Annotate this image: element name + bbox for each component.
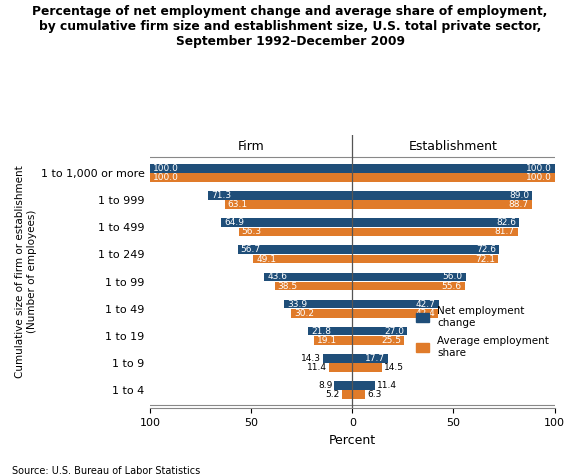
Text: 33.9: 33.9 xyxy=(287,299,307,308)
Text: 11.4: 11.4 xyxy=(378,381,397,390)
Bar xyxy=(352,390,365,399)
Bar xyxy=(324,354,352,363)
Text: 81.7: 81.7 xyxy=(494,228,514,237)
Bar xyxy=(352,309,438,317)
Bar xyxy=(284,300,352,308)
Bar xyxy=(352,173,554,182)
Text: 56.0: 56.0 xyxy=(443,272,462,281)
Text: 38.5: 38.5 xyxy=(278,282,298,291)
Text: 17.7: 17.7 xyxy=(365,354,385,363)
Text: 11.4: 11.4 xyxy=(307,363,327,372)
Text: 63.1: 63.1 xyxy=(228,200,248,209)
Text: 100.0: 100.0 xyxy=(153,164,179,173)
Bar xyxy=(352,327,407,336)
Bar xyxy=(352,273,466,281)
Bar xyxy=(352,282,465,290)
Bar xyxy=(352,200,532,209)
Bar xyxy=(352,246,499,254)
Legend: Net employment
change, Average employment
share: Net employment change, Average employmen… xyxy=(412,302,553,362)
Text: 89.0: 89.0 xyxy=(509,191,529,200)
Bar xyxy=(329,363,352,372)
Bar xyxy=(352,300,438,308)
Bar xyxy=(309,327,352,336)
Bar xyxy=(352,336,404,345)
Bar xyxy=(352,218,519,227)
Text: 55.6: 55.6 xyxy=(441,282,462,291)
Text: 72.6: 72.6 xyxy=(476,245,496,254)
Bar xyxy=(352,228,517,236)
Bar xyxy=(314,336,352,345)
Bar xyxy=(274,282,352,290)
Text: 56.3: 56.3 xyxy=(241,228,262,237)
Text: 100.0: 100.0 xyxy=(525,173,552,182)
Bar xyxy=(352,363,382,372)
Text: 82.6: 82.6 xyxy=(496,218,516,227)
Bar xyxy=(352,381,375,390)
Text: 21.8: 21.8 xyxy=(311,327,331,336)
Bar xyxy=(238,228,352,236)
Text: 43.6: 43.6 xyxy=(267,272,287,281)
Text: 56.7: 56.7 xyxy=(241,245,261,254)
Text: 14.5: 14.5 xyxy=(384,363,404,372)
Text: 8.9: 8.9 xyxy=(318,381,332,390)
Text: 30.2: 30.2 xyxy=(294,309,314,318)
Bar xyxy=(253,255,352,263)
Bar xyxy=(225,200,352,209)
Bar xyxy=(238,246,352,254)
Text: 100.0: 100.0 xyxy=(525,164,552,173)
Bar xyxy=(352,164,554,173)
Text: 6.3: 6.3 xyxy=(367,390,382,399)
Text: 64.9: 64.9 xyxy=(224,218,244,227)
Text: 88.7: 88.7 xyxy=(509,200,528,209)
Text: 49.1: 49.1 xyxy=(256,255,276,264)
Text: 27.0: 27.0 xyxy=(384,327,404,336)
Text: 42.7: 42.7 xyxy=(416,299,436,308)
Text: 42.4: 42.4 xyxy=(415,309,435,318)
Bar xyxy=(150,173,352,182)
Bar xyxy=(334,381,352,390)
Bar xyxy=(352,191,532,200)
Bar xyxy=(291,309,352,317)
Bar xyxy=(352,255,498,263)
Text: 25.5: 25.5 xyxy=(381,336,401,345)
Bar xyxy=(342,390,352,399)
X-axis label: Percent: Percent xyxy=(329,434,376,446)
Text: Establishment: Establishment xyxy=(409,140,498,153)
Text: Percentage of net employment change and average share of employment,
by cumulati: Percentage of net employment change and … xyxy=(32,5,548,48)
Bar xyxy=(150,164,352,173)
Text: 71.3: 71.3 xyxy=(211,191,231,200)
Text: Firm: Firm xyxy=(238,140,264,153)
Bar xyxy=(264,273,352,281)
Bar xyxy=(208,191,352,200)
Text: Source: U.S. Bureau of Labor Statistics: Source: U.S. Bureau of Labor Statistics xyxy=(12,466,200,476)
Text: 14.3: 14.3 xyxy=(302,354,321,363)
Y-axis label: Cumulative size of firm or establishment
(Number of employees): Cumulative size of firm or establishment… xyxy=(15,165,37,378)
Bar xyxy=(352,354,388,363)
Text: 72.1: 72.1 xyxy=(475,255,495,264)
Bar xyxy=(221,218,352,227)
Text: 100.0: 100.0 xyxy=(153,173,179,182)
Text: 5.2: 5.2 xyxy=(325,390,340,399)
Text: 19.1: 19.1 xyxy=(317,336,337,345)
